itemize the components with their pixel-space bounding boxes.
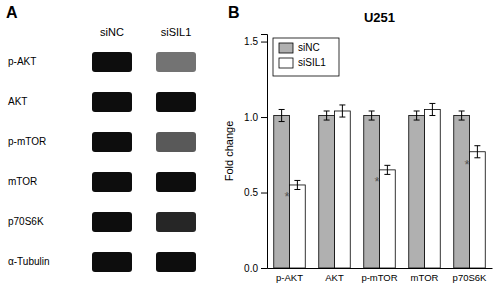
bar — [409, 116, 425, 268]
y-tick: 1.5 — [244, 36, 267, 47]
error-bar — [429, 103, 435, 115]
significance-star: * — [465, 157, 470, 172]
blot-band — [156, 212, 196, 232]
series — [290, 103, 486, 268]
legend-label: siNC — [298, 42, 320, 53]
bar-panel: 0.0 0.5 1.0 1.5 p-AKT AKT p-mTOR mTOR p70S6K U251… — [223, 4, 493, 283]
y-tick-label: 1.0 — [244, 112, 258, 123]
y-tick-label: 0.5 — [244, 187, 258, 198]
x-tick-label: mTOR — [411, 272, 439, 283]
x-tick: p-AKT — [276, 268, 303, 283]
y-tick-mark — [261, 268, 267, 269]
protein-label: α-Tubulin — [8, 256, 50, 267]
blot-band — [92, 212, 132, 232]
x-tick-label: p-AKT — [276, 272, 303, 283]
significance-star: * — [285, 189, 290, 204]
x-tick: p-mTOR — [361, 268, 397, 283]
bar — [425, 109, 441, 268]
y-axis: 0.0 0.5 1.0 1.5 — [244, 35, 267, 274]
legend-swatch — [279, 43, 293, 53]
x-tick-label: p-mTOR — [361, 272, 397, 283]
legend-label: siSIL1 — [298, 57, 326, 68]
bar — [335, 111, 351, 268]
legend-item: siNC — [279, 42, 320, 53]
series — [274, 109, 470, 268]
error-bar — [294, 180, 300, 189]
blot-band — [92, 172, 132, 192]
y-tick: 0.5 — [244, 187, 267, 198]
blot-band — [156, 132, 196, 152]
error-bar — [324, 111, 330, 120]
bar — [290, 185, 306, 268]
y-tick-mark — [261, 42, 267, 43]
y-axis-title: Fold change — [223, 121, 235, 182]
error-bar — [369, 111, 375, 120]
blot-panel: AsiNC siSIL1 p-AKT AKT p-mTOR mTOR p70S6K α-Tub… — [6, 4, 196, 272]
blot-band — [156, 252, 196, 272]
title: U251 — [364, 10, 395, 25]
y-tick-mark — [261, 117, 267, 118]
blot-band — [156, 172, 196, 192]
column-header: siSIL1 — [161, 26, 192, 38]
bar — [274, 116, 290, 268]
plot-area — [274, 103, 486, 268]
bar — [470, 152, 486, 268]
x-tick: AKT — [325, 268, 344, 283]
y-tick-label: 1.5 — [244, 36, 258, 47]
y-tick-mark — [261, 193, 267, 194]
protein-label: p70S6K — [8, 216, 44, 227]
panel-label: A — [6, 4, 18, 21]
x-tick-label: p70S6K — [453, 272, 487, 283]
column-header: siNC — [100, 26, 124, 38]
x-tick: mTOR — [411, 268, 439, 283]
bar — [319, 116, 335, 268]
error-bar — [459, 111, 465, 120]
legend: siNC siSIL1 — [273, 38, 339, 76]
error-bar — [414, 111, 420, 120]
legend-frame — [273, 38, 339, 76]
y-tick: 0.0 — [244, 263, 267, 274]
x-tick: p70S6K — [453, 268, 487, 283]
blot-band — [156, 92, 196, 112]
protein-label: p-mTOR — [8, 136, 46, 147]
error-bar — [339, 105, 345, 117]
legend-swatch — [279, 58, 293, 68]
x-axis-line — [268, 268, 493, 269]
blot-band — [92, 252, 132, 272]
protein-label: AKT — [8, 96, 27, 107]
x-tick-label: AKT — [325, 272, 344, 283]
y-axis-line — [261, 35, 268, 269]
y-tick: 1.0 — [244, 112, 267, 123]
blot-band — [92, 132, 132, 152]
blot-band — [92, 92, 132, 112]
error-bar — [384, 165, 390, 174]
significance-star: * — [375, 174, 380, 189]
figure: AsiNC siSIL1 p-AKT AKT p-mTOR mTOR p70S6K α-Tub… — [0, 0, 500, 290]
protein-label: mTOR — [8, 176, 37, 187]
panel-label: B — [228, 4, 240, 21]
x-axis: p-AKT AKT p-mTOR mTOR p70S6K — [268, 268, 493, 283]
error-bar — [279, 109, 285, 121]
blot-band — [156, 52, 196, 72]
y-tick-label: 0.0 — [244, 263, 258, 274]
legend-item: siSIL1 — [279, 57, 326, 68]
blot-band — [92, 52, 132, 72]
bar — [364, 116, 380, 268]
bar — [380, 170, 396, 268]
bar — [454, 116, 470, 268]
error-bar — [474, 146, 480, 158]
protein-label: p-AKT — [8, 56, 36, 67]
